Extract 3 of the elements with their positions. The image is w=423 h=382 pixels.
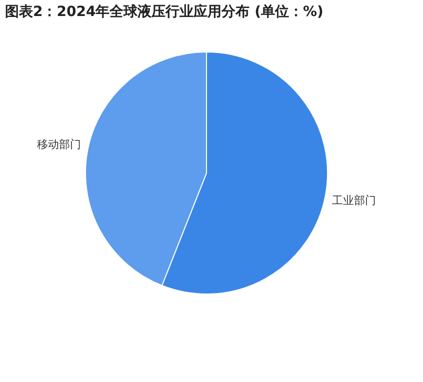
slice-label: 工业部门: [332, 194, 376, 208]
slice-label: 移动部门: [37, 138, 82, 151]
chart-title: 图表2：2024年全球液压行业应用分布 (单位：%): [5, 3, 324, 20]
